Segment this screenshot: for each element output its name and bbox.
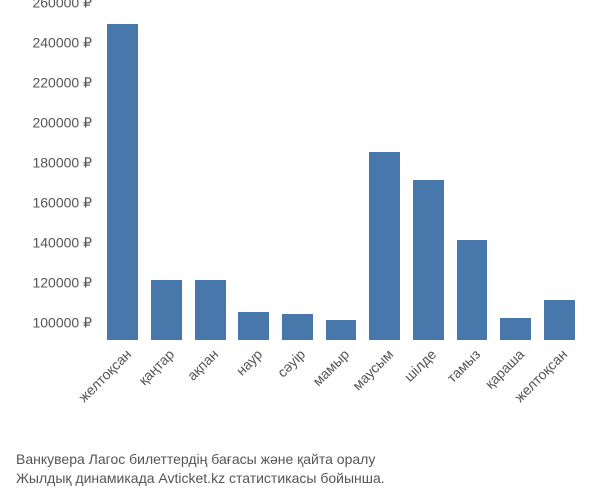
x-axis-label: желтоқсан [75,346,134,405]
y-tick-label: 260000 ₽ [32,0,92,12]
x-axis-label: наур [233,346,266,379]
x-label-slot: сәуір [279,340,317,450]
bar-slot [540,20,578,340]
chart-plot-area: 100000 ₽ 120000 ₽ 140000 ₽ 160000 ₽ 180000 ₽… [10,20,582,340]
x-label-slot: желтоқсан [104,340,142,450]
bar-slot [148,20,186,340]
chart-caption: Ванкувера Лагос билеттердің бағасы және … [10,450,582,494]
x-axis-label: шілде [401,346,440,385]
bar [107,24,138,340]
y-tick-label: 220000 ₽ [32,75,92,92]
bar [282,314,313,340]
x-label-slot: маусым [366,340,404,450]
bar [544,300,575,340]
bar-slot [104,20,142,340]
bar [500,318,531,340]
x-label-slot: наур [235,340,273,450]
bar-slot [453,20,491,340]
bar [151,280,182,340]
bar-slot [235,20,273,340]
y-tick-label: 160000 ₽ [32,195,92,212]
bar [238,312,269,340]
caption-line-1: Ванкувера Лагос билеттердің бағасы және … [16,450,576,469]
x-label-slot: желтоқсан [540,340,578,450]
y-tick-label: 180000 ₽ [32,155,92,172]
x-label-slot: шілде [409,340,447,450]
y-tick-label: 120000 ₽ [32,275,92,292]
x-label-slot: мамыр [322,340,360,450]
x-axis-label: тамыз [444,346,484,386]
bar-slot [409,20,447,340]
x-axis-label: ақпан [184,346,221,383]
bar [326,320,357,340]
y-tick-label: 140000 ₽ [32,235,92,252]
y-tick-label: 100000 ₽ [32,315,92,332]
bar [369,152,400,340]
bar-slot [497,20,535,340]
plot-region [100,20,582,340]
bar-slot [366,20,404,340]
x-label-slot: қаңтар [148,340,186,450]
bar [413,180,444,340]
bar [457,240,488,340]
y-axis: 100000 ₽ 120000 ₽ 140000 ₽ 160000 ₽ 180000 ₽… [10,20,100,340]
caption-line-2: Жылдық динамикада Avticket.kz статистика… [16,469,576,488]
x-axis-label: қаңтар [136,346,178,388]
x-label-slot: ақпан [191,340,229,450]
bar-slot [322,20,360,340]
bar [195,280,226,340]
x-axis-label: сәуір [274,346,308,380]
x-axis-labels: желтоқсанқаңтарақпаннаурсәуірмамырмаусым… [100,340,582,450]
price-bar-chart: 100000 ₽ 120000 ₽ 140000 ₽ 160000 ₽ 180000 ₽… [0,0,600,500]
y-tick-label: 200000 ₽ [32,115,92,132]
bar-slot [279,20,317,340]
bar-slot [191,20,229,340]
bars-container [100,20,582,340]
x-label-slot: тамыз [453,340,491,450]
y-tick-label: 240000 ₽ [32,35,92,52]
